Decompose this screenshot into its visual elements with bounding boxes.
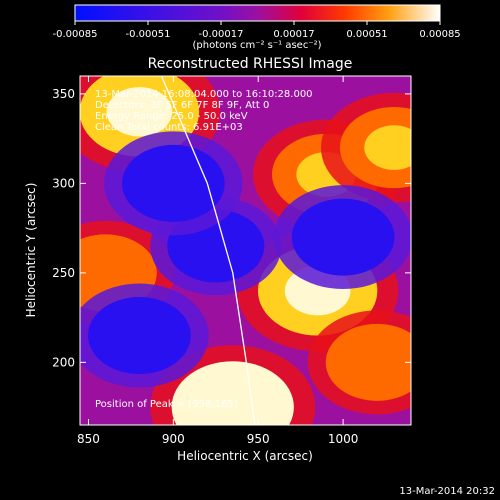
x-tick-label: 1000 bbox=[328, 432, 359, 446]
colorbar-tick-label: -0.00085 bbox=[53, 29, 98, 40]
heatmap-core bbox=[189, 226, 243, 267]
y-tick-label: 300 bbox=[52, 176, 75, 190]
solar-limb-curve bbox=[160, 76, 256, 425]
heatmap-core bbox=[314, 215, 372, 259]
y-tick-label: 250 bbox=[52, 266, 75, 280]
heatmap-core bbox=[145, 162, 202, 205]
colorbar-ticks: -0.00085 -0.00051 -0.00017 0.00017 0.00051 0.… bbox=[53, 21, 461, 40]
x-axis-ticks: 850 900 950 1000 bbox=[77, 76, 358, 446]
y-tick-label: 350 bbox=[52, 87, 75, 101]
y-tick-label: 200 bbox=[52, 355, 75, 369]
peak-label: Position of Peak = [938,165] bbox=[95, 399, 238, 410]
chart-title: Reconstructed RHESSI Image bbox=[148, 56, 353, 72]
annotation-energy: Energy Range: 25.0 - 50.0 keV bbox=[95, 111, 248, 122]
colorbar-tick-label: -0.00051 bbox=[126, 29, 171, 40]
x-tick-label: 900 bbox=[162, 432, 185, 446]
colorbar-unit-label: (photons cm⁻² s⁻¹ asec⁻²) bbox=[192, 40, 321, 51]
annotation-detectors: Detectors: 3F 5F 6F 7F 8F 9F, Att 0 bbox=[95, 100, 269, 111]
heatmap-features bbox=[80, 76, 411, 425]
y-axis-label: Heliocentric Y (arcsec) bbox=[24, 183, 38, 318]
x-axis-label: Heliocentric X (arcsec) bbox=[177, 449, 313, 463]
colorbar-tick-label: 0.00051 bbox=[346, 29, 387, 40]
colorbar bbox=[74, 4, 441, 22]
annotation-time: 13-Mar-2014 16:08:04.000 to 16:10:28.000 bbox=[95, 89, 313, 100]
heatmap-plot bbox=[80, 76, 411, 425]
footer-timestamp: 13-Mar-2014 20:32 bbox=[399, 486, 495, 497]
annotation-clean: Clean Total counts: 6.91E+03 bbox=[95, 122, 243, 133]
x-tick-label: 850 bbox=[77, 432, 100, 446]
heatmap-core bbox=[199, 381, 267, 425]
colorbar-tick-label: 0.00085 bbox=[419, 29, 460, 40]
heatmap-core bbox=[111, 314, 168, 357]
heatmap-core bbox=[80, 251, 134, 295]
colorbar-tick-label: 0.00017 bbox=[273, 29, 314, 40]
y-axis-ticks: 200 250 300 350 bbox=[52, 87, 411, 369]
plot-frame bbox=[79, 75, 412, 426]
heatmap-core bbox=[348, 341, 406, 384]
x-tick-label: 950 bbox=[247, 432, 270, 446]
heatmap-core bbox=[364, 125, 411, 170]
colorbar-tick-label: -0.00017 bbox=[199, 29, 244, 40]
heatmap-core bbox=[106, 87, 173, 137]
